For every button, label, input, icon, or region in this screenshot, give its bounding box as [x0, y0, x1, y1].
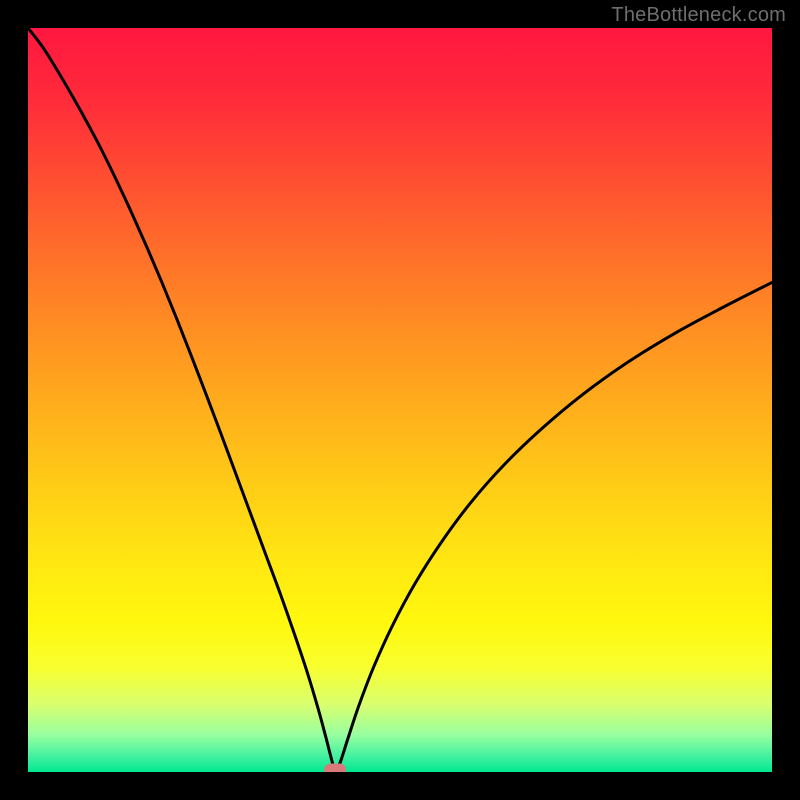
optimal-point-marker: [324, 763, 346, 772]
chart-container: TheBottleneck.com: [0, 0, 800, 800]
bottleneck-curve: [28, 28, 772, 772]
watermark-text: TheBottleneck.com: [611, 4, 786, 27]
plot-area: [28, 28, 772, 772]
